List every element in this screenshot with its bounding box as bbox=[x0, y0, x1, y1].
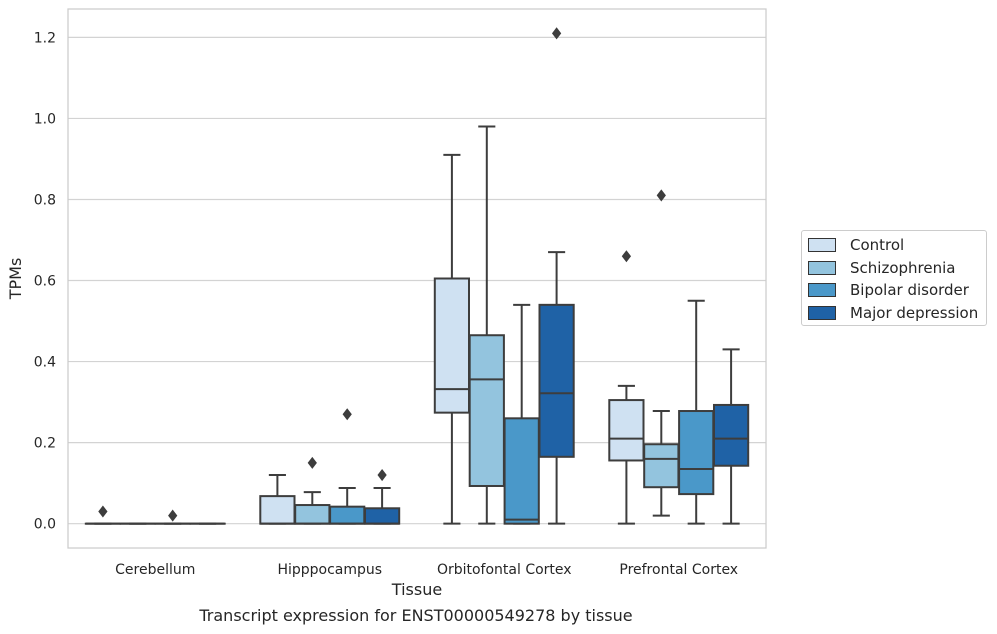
plot-area-frame bbox=[67, 8, 767, 549]
box-iqr bbox=[259, 495, 296, 525]
box-iqr bbox=[503, 417, 540, 525]
outlier-marker bbox=[656, 189, 666, 202]
box-group bbox=[259, 474, 296, 525]
box-group bbox=[712, 348, 750, 525]
x-tick-label: Hipppocampus bbox=[277, 562, 382, 578]
y-axis-label: TPMs bbox=[6, 258, 25, 301]
box-group bbox=[154, 509, 191, 525]
x-tick-label: Cerebellum bbox=[115, 562, 195, 578]
box-iqr bbox=[329, 505, 366, 525]
outlier-marker bbox=[551, 27, 562, 40]
box-group bbox=[503, 303, 540, 525]
box-iqr bbox=[712, 403, 750, 467]
box-group bbox=[468, 125, 505, 525]
box-group bbox=[433, 153, 471, 525]
legend-swatch-control bbox=[808, 238, 836, 253]
figure-caption: Transcript expression for ENST0000054927… bbox=[199, 606, 633, 625]
legend-label-control: Control bbox=[850, 236, 905, 255]
box-iqr bbox=[294, 504, 331, 525]
box-group bbox=[538, 27, 575, 525]
boxes-layer bbox=[84, 27, 750, 525]
y-tick-label: 1.0 bbox=[34, 111, 56, 127]
y-tick-label: 1.2 bbox=[34, 30, 56, 46]
box-iqr bbox=[363, 507, 401, 525]
box-iqr bbox=[643, 443, 680, 489]
box-group bbox=[294, 456, 331, 525]
tick-labels: 0.0 0.2 0.4 0.6 0.8 1.0 1.2 Cerebellum Hipppocam… bbox=[34, 30, 738, 578]
legend-label-schizophrenia: Schizophrenia bbox=[850, 258, 956, 277]
gridlines bbox=[68, 36, 766, 525]
y-tick-label: 0.2 bbox=[34, 436, 56, 452]
x-axis-label: Tissue bbox=[391, 580, 442, 599]
outlier-marker bbox=[307, 456, 317, 469]
outlier-marker bbox=[98, 505, 108, 518]
legend-swatch-bipolar-disorder bbox=[808, 283, 836, 298]
x-tick-label: Orbitofontal Cortex bbox=[437, 562, 572, 578]
y-tick-label: 0.6 bbox=[34, 274, 56, 290]
box-group bbox=[678, 299, 715, 525]
legend-label-major-depression: Major depression bbox=[850, 303, 979, 322]
legend: Control Schizophrenia Bipolar disorder M… bbox=[801, 230, 987, 326]
box-iqr bbox=[608, 399, 645, 462]
y-tick-label: 0.4 bbox=[34, 355, 56, 371]
box-iqr bbox=[468, 334, 505, 487]
box-group bbox=[643, 189, 680, 517]
x-tick-label: Prefrontal Cortex bbox=[619, 562, 738, 578]
y-tick-label: 0.0 bbox=[34, 517, 56, 533]
legend-label-bipolar-disorder: Bipolar disorder bbox=[850, 281, 969, 300]
box-group bbox=[329, 408, 366, 525]
box-iqr bbox=[678, 410, 715, 496]
legend-swatch-schizophrenia bbox=[808, 260, 836, 275]
legend-swatch-major-depression bbox=[808, 305, 836, 320]
box-group bbox=[363, 469, 401, 525]
legend-item-schizophrenia: Schizophrenia bbox=[808, 257, 980, 280]
box-group bbox=[608, 250, 645, 525]
outlier-marker bbox=[377, 469, 387, 482]
outlier-marker bbox=[168, 509, 178, 522]
y-tick-label: 0.8 bbox=[34, 192, 56, 208]
outlier-marker bbox=[342, 408, 352, 421]
box-iqr bbox=[538, 303, 575, 458]
box-group bbox=[84, 505, 122, 525]
box-iqr bbox=[433, 277, 471, 414]
legend-item-major-depression: Major depression bbox=[808, 302, 980, 325]
legend-item-control: Control bbox=[808, 234, 980, 257]
outlier-marker bbox=[621, 250, 632, 263]
legend-item-bipolar-disorder: Bipolar disorder bbox=[808, 279, 980, 302]
